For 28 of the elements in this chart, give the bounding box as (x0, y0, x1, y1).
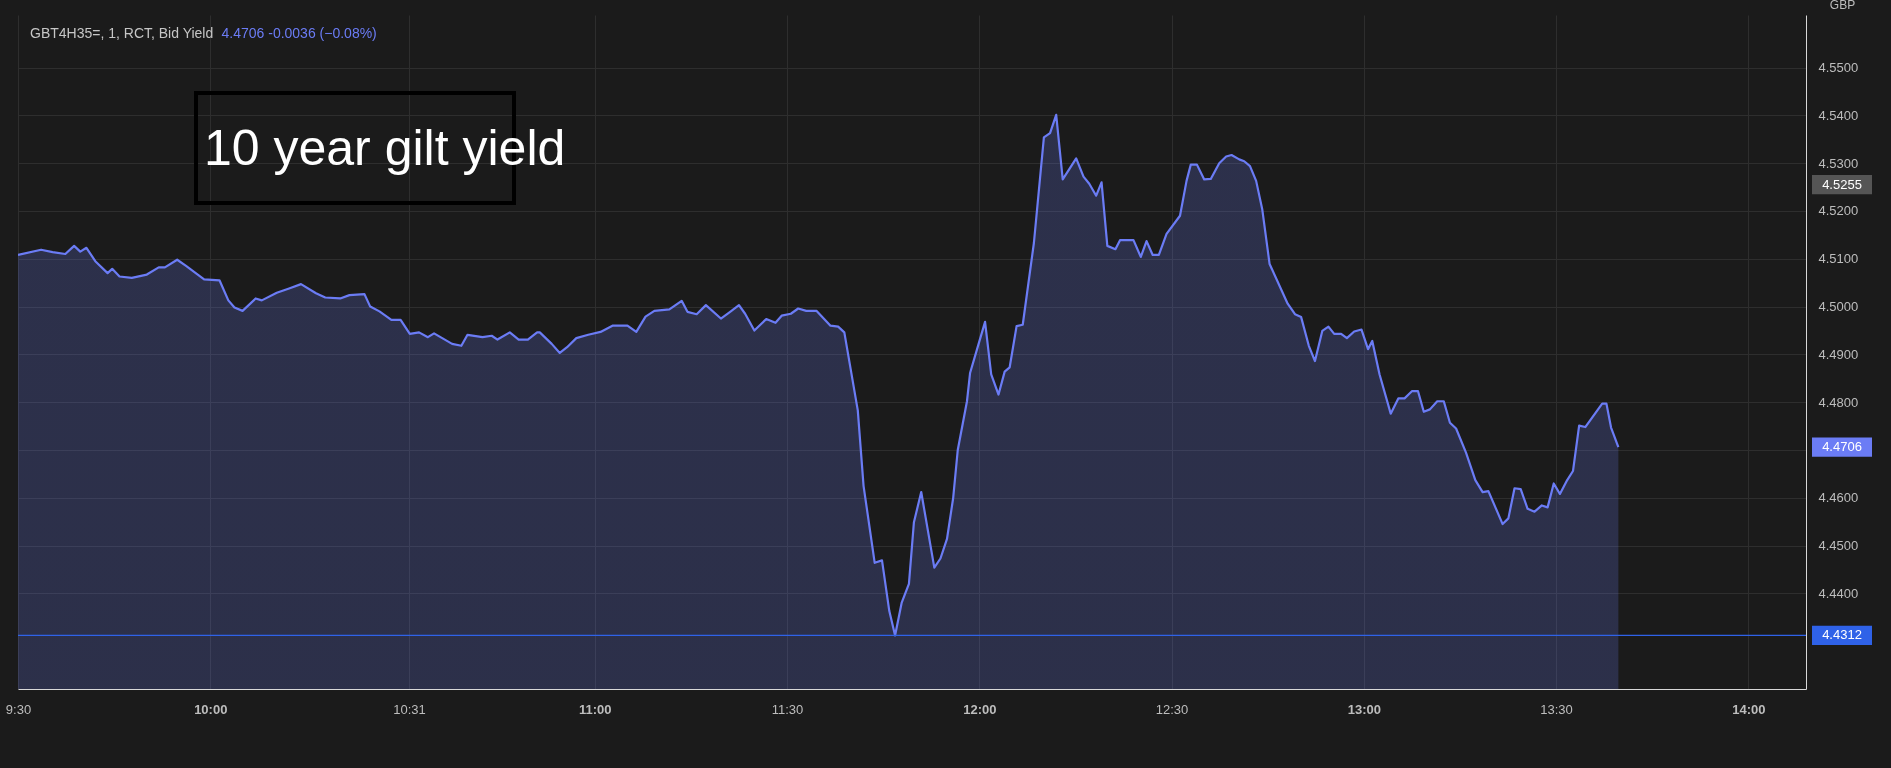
x-tick-label: 14:00 (1732, 701, 1766, 717)
annotation: 4.4706 -0.0036 (−0.08%) (221, 25, 377, 41)
text: 4.5255 (1822, 176, 1862, 192)
annotation: GBT4H35=, 1, RCT, Bid Yield (30, 25, 214, 41)
x-tick-label: 13:30 (1540, 701, 1573, 717)
x-tick-label: 12:30 (1155, 701, 1189, 717)
x-tick-label: 9:30 (5, 701, 32, 717)
y-tick-label: 4.5100 (1818, 251, 1859, 267)
ref-line-label: 4.4312 (1822, 627, 1862, 643)
y-tick-label: 4.5400 (1818, 107, 1859, 123)
x-tick-label: 10:00 (194, 701, 228, 717)
text: 4.4706 (1822, 439, 1862, 455)
x-tick-label: 13:00 (1347, 701, 1381, 717)
x-tick-label: 10:31 (393, 701, 426, 717)
y-tick-label: 4.5000 (1818, 299, 1859, 315)
x-tick-label: 12:00 (963, 701, 997, 717)
y-tick-label: 4.4600 (1818, 490, 1859, 506)
y-tick-label: 4.4900 (1818, 346, 1859, 362)
y-tick-label: 4.4500 (1818, 538, 1859, 554)
y-tick-label: 4.5500 (1818, 60, 1859, 76)
y-tick-label: 4.4400 (1818, 585, 1859, 601)
x-tick-label: 11:30 (771, 701, 804, 717)
text: 10 year gilt yield (204, 120, 566, 176)
y-tick-label: 4.5200 (1818, 203, 1859, 219)
y-tick-label: 4.5300 (1818, 155, 1859, 171)
y-tick-label: 4.4800 (1818, 394, 1859, 410)
x-tick-label: 11:00 (579, 701, 612, 717)
y-axis-title: GBP (1829, 0, 1856, 12)
